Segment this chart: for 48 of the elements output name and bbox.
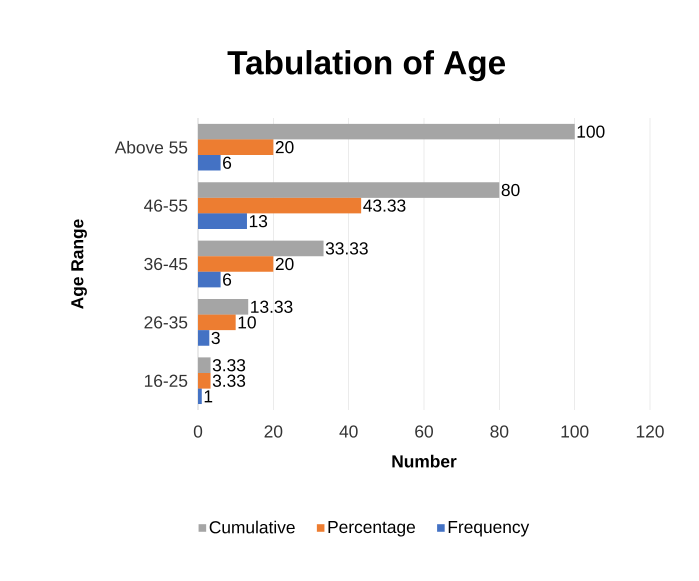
legend-label: Cumulative bbox=[210, 520, 295, 534]
data-label: 10 bbox=[238, 316, 256, 329]
data-label: 6 bbox=[223, 156, 232, 169]
bar bbox=[198, 357, 211, 374]
bar bbox=[198, 272, 221, 288]
bar bbox=[198, 139, 274, 155]
y-axis-title: Age Range bbox=[71, 219, 87, 309]
bar bbox=[198, 182, 500, 198]
legend-label: Frequency bbox=[448, 521, 530, 537]
data-label: 43.33 bbox=[363, 199, 406, 212]
data-label: 1 bbox=[204, 390, 212, 402]
bar bbox=[198, 154, 221, 171]
bar bbox=[198, 240, 324, 256]
data-label: 33.33 bbox=[326, 242, 368, 255]
bar bbox=[198, 388, 202, 404]
x-tick-label: 0 bbox=[194, 425, 202, 438]
bar bbox=[198, 198, 362, 214]
y-tick-label: 16-25 bbox=[144, 374, 188, 387]
x-tick-label: 60 bbox=[415, 425, 433, 438]
bar bbox=[198, 373, 211, 389]
y-tick-label: 36-45 bbox=[144, 258, 188, 270]
bar bbox=[198, 124, 575, 140]
data-label: 6 bbox=[223, 273, 232, 286]
y-tick-label: Above 55 bbox=[114, 140, 188, 154]
y-tick-label: 46-55 bbox=[144, 199, 188, 212]
data-label: 20 bbox=[276, 258, 294, 270]
x-tick-label: 40 bbox=[339, 425, 358, 438]
data-label: 100 bbox=[578, 125, 605, 138]
data-label: 13.33 bbox=[251, 300, 292, 313]
data-label: 3 bbox=[212, 332, 220, 344]
x-tick-label: 100 bbox=[562, 425, 588, 438]
data-label: 13 bbox=[250, 215, 268, 228]
x-tick-label: 20 bbox=[264, 425, 282, 438]
bar bbox=[198, 256, 274, 272]
data-label: 80 bbox=[502, 184, 520, 196]
bar bbox=[198, 213, 247, 229]
y-tick-label: 26-35 bbox=[144, 316, 188, 329]
x-axis-title: Number bbox=[392, 454, 456, 468]
data-label: 3.33 bbox=[212, 374, 246, 387]
data-label: 20 bbox=[276, 141, 294, 154]
bar bbox=[198, 330, 210, 346]
bar bbox=[198, 314, 236, 330]
x-tick-label: 80 bbox=[490, 425, 508, 438]
bar bbox=[198, 299, 248, 315]
legend-label: Percentage bbox=[328, 521, 415, 537]
chart-title: Tabulation of Age bbox=[228, 50, 506, 82]
data-label: 3.33 bbox=[212, 359, 246, 372]
x-tick-label: 120 bbox=[636, 425, 664, 438]
